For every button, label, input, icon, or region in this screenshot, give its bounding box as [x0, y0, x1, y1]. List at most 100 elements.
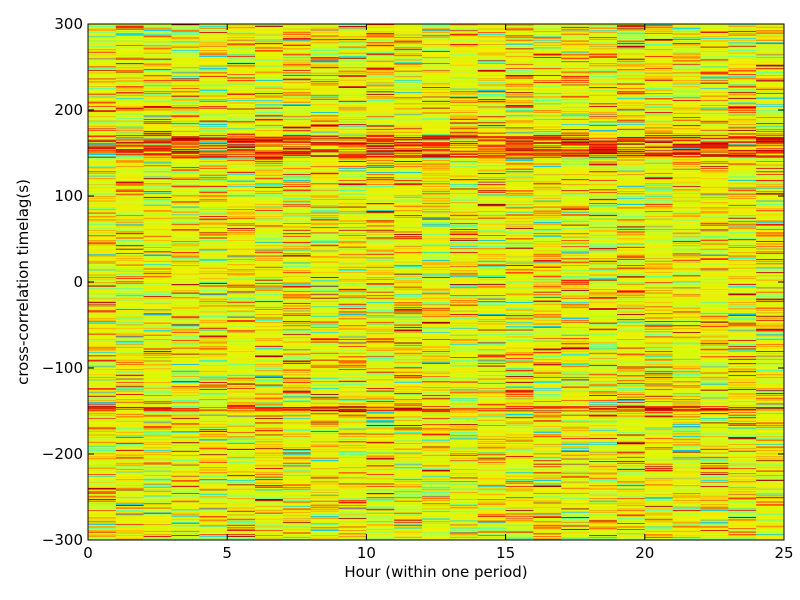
- heatmap-cell: [143, 350, 172, 352]
- heatmap-cell: [115, 269, 145, 271]
- heatmap-cell: [88, 466, 117, 469]
- heatmap-cell: [88, 494, 117, 496]
- heatmap-cell: [115, 315, 145, 317]
- heatmap-cell: [171, 521, 200, 523]
- heatmap-cell: [171, 537, 200, 539]
- heatmap-cell: [143, 391, 172, 393]
- heatmap-cell: [115, 288, 145, 290]
- heatmap-cell: [115, 316, 145, 318]
- heatmap-cell: [88, 86, 117, 88]
- heatmap-cell: [143, 35, 172, 37]
- heatmap-cell: [88, 33, 117, 35]
- heatmap-cell: [143, 102, 172, 104]
- heatmap-cell: [88, 193, 117, 195]
- heatmap-cell: [171, 245, 200, 247]
- heatmap-cell: [171, 293, 200, 295]
- heatmap-cell: [88, 205, 117, 207]
- heatmap-cell: [115, 477, 145, 479]
- heatmap-cell: [115, 212, 145, 214]
- heatmap-cell: [143, 46, 172, 48]
- heatmap-cell: [88, 222, 117, 224]
- heatmap-cell: [88, 122, 117, 124]
- heatmap-cell: [171, 446, 200, 448]
- heatmap-cell: [171, 380, 200, 382]
- heatmap-cell: [88, 53, 117, 55]
- heatmap-cell: [88, 491, 117, 493]
- heatmap-cell: [171, 467, 200, 469]
- heatmap-cell: [88, 66, 117, 68]
- heatmap-cell: [88, 112, 117, 114]
- heatmap-cell: [143, 428, 172, 430]
- heatmap-cell: [115, 237, 145, 239]
- heatmap-cell: [88, 423, 117, 426]
- heatmap-cell: [115, 402, 145, 404]
- heatmap-cell: [115, 257, 145, 259]
- heatmap-cell: [115, 202, 145, 205]
- heatmap-cell: [115, 440, 145, 442]
- heatmap-cell: [115, 177, 145, 180]
- heatmap-cell: [171, 305, 200, 307]
- heatmap-cell: [143, 441, 172, 443]
- heatmap-cell: [171, 266, 200, 268]
- heatmap-cell: [143, 507, 172, 509]
- heatmap-cell: [171, 296, 200, 298]
- heatmap-cell: [115, 70, 145, 72]
- heatmap-cell: [171, 160, 200, 162]
- heatmap-cell: [143, 214, 172, 217]
- heatmap-cell: [143, 222, 172, 224]
- heatmap-cell: [88, 45, 117, 47]
- heatmap-cell: [115, 102, 145, 104]
- heatmap-cell: [115, 385, 145, 387]
- heatmap-cell: [143, 285, 172, 287]
- heatmap-cell: [143, 272, 172, 274]
- heatmap-cell: [143, 406, 172, 408]
- heatmap-cell: [115, 28, 145, 30]
- heatmap-cell: [88, 215, 117, 217]
- heatmap-cell: [171, 494, 200, 496]
- heatmap-cell: [88, 364, 117, 366]
- heatmap-cell: [143, 178, 172, 180]
- heatmap-cell: [88, 85, 117, 88]
- heatmap-cell: [143, 394, 172, 396]
- heatmap-cell: [115, 183, 145, 185]
- heatmap-cell: [88, 384, 117, 386]
- heatmap-cell: [88, 196, 117, 198]
- heatmap-cell: [88, 503, 117, 506]
- heatmap-cell: [88, 41, 117, 43]
- heatmap-cell: [88, 162, 117, 164]
- heatmap-cell: [115, 388, 145, 390]
- heatmap-cell: [171, 510, 200, 512]
- heatmap-cell: [88, 37, 117, 39]
- heatmap-cell: [171, 518, 200, 520]
- heatmap-cell: [88, 388, 117, 390]
- heatmap-cell: [88, 386, 117, 388]
- heatmap-cell: [115, 404, 145, 406]
- heatmap-cell: [88, 27, 117, 29]
- heatmap-cell: [115, 158, 145, 160]
- heatmap-cell: [115, 343, 145, 345]
- heatmap-cell: [115, 38, 145, 40]
- heatmap-cell: [88, 512, 117, 514]
- heatmap-cell: [115, 242, 145, 244]
- heatmap-cell: [171, 332, 200, 334]
- heatmap-cell: [115, 303, 145, 305]
- heatmap-cell: [115, 72, 145, 74]
- heatmap-cell: [115, 251, 145, 254]
- heatmap-cell: [143, 533, 172, 535]
- heatmap-cell: [88, 263, 117, 266]
- heatmap-cell: [171, 194, 200, 196]
- heatmap-cell: [115, 43, 145, 45]
- heatmap-cell: [143, 148, 172, 150]
- heatmap-cell: [171, 333, 200, 335]
- heatmap-cell: [143, 93, 172, 95]
- heatmap-cell: [143, 118, 172, 120]
- heatmap-cell: [143, 389, 172, 391]
- heatmap-cell: [88, 335, 117, 337]
- heatmap-cell: [143, 244, 172, 246]
- heatmap-cell: [88, 391, 117, 393]
- heatmap-cell: [115, 225, 145, 227]
- heatmap-cell: [143, 341, 172, 343]
- heatmap-cell: [143, 524, 172, 526]
- heatmap-cell: [171, 193, 200, 195]
- heatmap-cell: [171, 189, 200, 192]
